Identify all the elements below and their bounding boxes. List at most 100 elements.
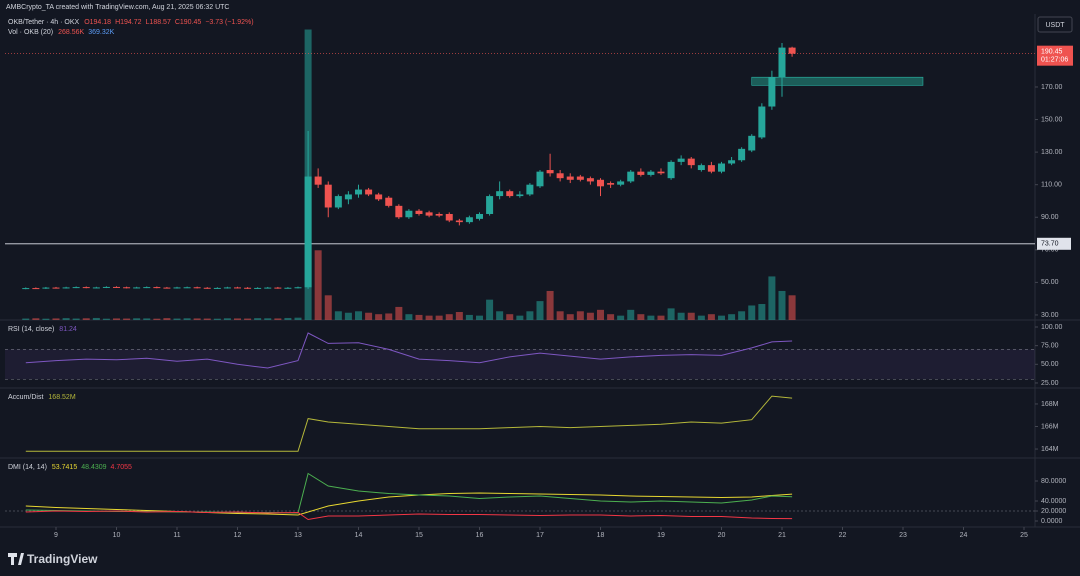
volume-bar: [637, 314, 645, 320]
volume-bar: [294, 317, 302, 320]
volume-bar: [748, 305, 756, 320]
currency-box: [1037, 16, 1073, 33]
x-tick-label: 15: [415, 532, 423, 539]
volume-bar: [102, 318, 110, 320]
x-tick-label: 21: [778, 532, 786, 539]
candle-body: [778, 47, 786, 78]
candle-body: [455, 220, 463, 223]
candle-body: [395, 205, 403, 218]
logo-icon: [8, 553, 24, 565]
candle-body: [637, 171, 645, 175]
candle-body: [354, 189, 362, 195]
candle-body: [596, 179, 604, 187]
candle-body: [42, 287, 50, 289]
candle-body: [324, 184, 332, 208]
legend-value: 53.7415: [52, 464, 77, 471]
volume-bar: [586, 312, 594, 320]
volume-bar: [657, 315, 665, 320]
volume-bar: [22, 318, 30, 320]
y-tick-label: 30.00: [1041, 312, 1059, 319]
volume-bar: [758, 304, 766, 320]
y-tick-label: 20.0000: [1041, 508, 1066, 515]
indicator-line: [25, 492, 793, 516]
x-tick-label: 22: [839, 532, 847, 539]
candle-body: [344, 194, 352, 200]
y-tick-label: 90.00: [1041, 214, 1059, 221]
x-tick-label: 11: [173, 532, 180, 539]
x-tick-label: 20: [718, 532, 726, 539]
legend-title: OKB/Tether · 4h · OKX: [8, 19, 80, 26]
legend-value: 4.7055: [111, 464, 133, 471]
y-tick-label: 100.00: [1041, 324, 1063, 331]
candle-body: [314, 176, 322, 185]
candle-body: [223, 287, 231, 289]
x-tick-label: 13: [294, 532, 302, 539]
volume-bar: [486, 299, 494, 320]
volume-bar: [738, 311, 746, 320]
legend-value: L188.57: [146, 19, 171, 26]
y-tick-label: 50.00: [1041, 361, 1059, 368]
volume-bar: [566, 314, 574, 320]
volume-bar: [254, 318, 262, 320]
legend-title: Vol · OKB (20): [8, 29, 53, 36]
candle-body: [385, 197, 393, 206]
volume-bar: [445, 314, 453, 320]
volume-bar: [526, 311, 534, 320]
candle-body: [233, 287, 241, 289]
y-tick-label: 0.0000: [1041, 518, 1063, 525]
candle-body: [274, 287, 282, 289]
legend-value: 168.52M: [48, 394, 75, 401]
candle-body: [697, 165, 705, 171]
x-tick-label: 12: [234, 532, 242, 539]
volume-bar: [143, 318, 151, 320]
candle-body: [486, 196, 494, 214]
volume-bar: [556, 311, 564, 320]
legend-value: 81.24: [59, 326, 77, 333]
candle-body: [32, 288, 40, 290]
candle-body: [52, 287, 60, 289]
volume-bar: [375, 314, 383, 320]
candle-body: [566, 176, 574, 180]
y-tick-label: 166M: [1041, 423, 1059, 430]
candle-body: [586, 178, 594, 182]
volume-bar: [596, 309, 604, 320]
volume-bar: [516, 315, 524, 320]
volume-bar: [788, 295, 796, 320]
volume-bar: [314, 250, 322, 320]
volume-bar: [244, 318, 252, 320]
candle-body: [82, 287, 90, 289]
x-tick-label: 23: [899, 532, 907, 539]
volume-bar: [274, 318, 282, 320]
volume-bar: [62, 318, 70, 320]
volume-bar: [395, 306, 403, 320]
y-tick-label: 170.00: [1041, 84, 1063, 91]
volume-bar: [607, 314, 615, 320]
legend-value: 268.56K: [58, 29, 84, 36]
volume-bar: [465, 314, 473, 320]
candle-body: [213, 287, 221, 289]
candle-body: [365, 189, 373, 195]
candle-body: [647, 171, 655, 175]
volume-bar: [284, 317, 292, 320]
attribution: AMBCrypto_TA created with TradingView.co…: [6, 4, 229, 11]
candle-body: [667, 161, 675, 179]
x-tick-label: 16: [476, 532, 484, 539]
volume-bar: [496, 311, 504, 320]
volume-bar: [163, 318, 171, 320]
candle-body: [133, 287, 141, 289]
volume-bar: [183, 318, 191, 320]
candle-body: [687, 158, 695, 166]
candle-body: [143, 287, 151, 289]
y-tick-label: 130.00: [1041, 149, 1063, 156]
volume-bar: [455, 312, 463, 320]
volume-bar: [405, 314, 413, 320]
price-line-label: 73.70: [1041, 241, 1059, 248]
volume-bar: [324, 295, 332, 320]
candle-body: [415, 210, 423, 214]
candle-body: [738, 148, 746, 161]
candle-body: [425, 212, 433, 216]
volume-bar: [717, 315, 725, 320]
candle-body: [546, 170, 554, 174]
volume-bar: [344, 312, 352, 320]
